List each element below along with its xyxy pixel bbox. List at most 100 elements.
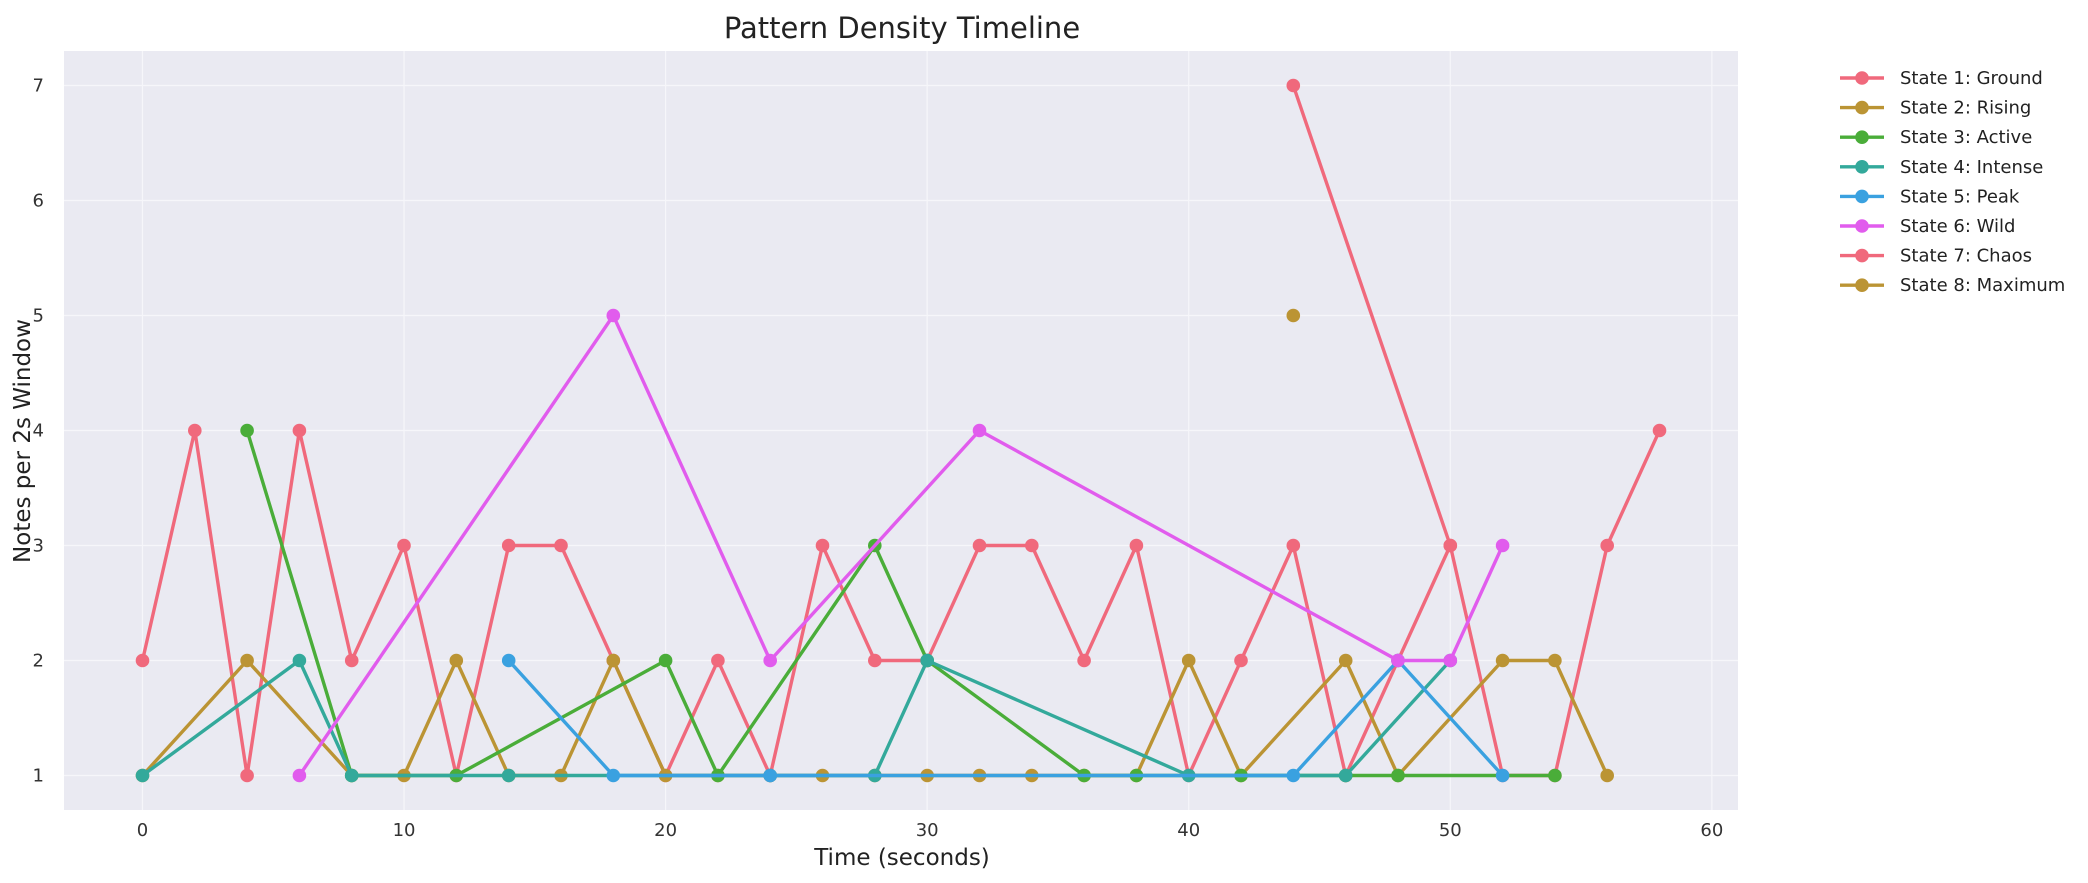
y-tick-label: 3 [33,536,44,557]
data-point [1495,768,1510,783]
data-point [1338,653,1353,668]
data-point [920,653,934,668]
data-point [501,653,516,668]
data-point [1077,653,1091,668]
series-line [1291,83,1452,548]
chart-title: Pattern Density Timeline [724,11,1080,45]
series-7 [1286,78,1458,553]
data-point [1129,538,1144,553]
y-tick-label: 5 [33,306,44,327]
data-point [554,538,568,553]
data-point [1338,768,1353,783]
legend-label: State 5: Peak [1900,186,2020,207]
data-point [449,653,464,668]
legend-swatch-marker [1855,248,1869,263]
legend-swatch-marker [1855,160,1869,174]
legend-swatch-marker [1855,219,1869,233]
data-point [606,308,621,323]
legend-label: State 1: Ground [1900,68,2043,89]
y-tick-label: 2 [33,651,44,672]
y-tick-label: 7 [33,76,44,97]
data-point [1548,653,1562,668]
data-point [1286,78,1301,93]
data-point [763,768,777,783]
data-point [1286,768,1301,783]
data-point [1600,768,1614,783]
data-point [292,768,307,783]
data-point [1181,653,1196,668]
x-tick-label: 50 [1439,820,1462,841]
data-point [1025,538,1039,553]
data-point [1391,768,1405,783]
y-tick-label: 4 [33,421,44,442]
legend-label: State 6: Wild [1900,216,2015,237]
legend-swatch-marker [1855,71,1869,85]
legend-label: State 7: Chaos [1900,246,2032,267]
legend-entry: State 3: Active [1840,127,2032,148]
data-point [501,768,516,783]
legend-label: State 2: Rising [1900,98,2031,119]
data-point [1391,653,1405,668]
data-point [1548,768,1562,783]
data-point [763,653,777,668]
data-point [344,768,359,783]
data-point [292,423,307,438]
legend-swatch-marker [1855,278,1869,293]
data-point [1286,308,1301,323]
x-tick-label: 20 [654,820,677,841]
data-point [397,538,411,553]
data-point [1495,538,1510,553]
x-tick-label: 30 [916,820,939,841]
data-point [240,423,254,438]
data-point [606,768,621,783]
data-point [240,653,254,668]
series-6 [292,308,1510,783]
data-point [135,768,150,783]
data-point [658,653,673,668]
legend-entry: State 7: Chaos [1840,246,2032,267]
legend-label: State 4: Intense [1900,157,2043,178]
data-point [815,538,830,553]
data-point [344,653,359,668]
data-point [972,423,987,438]
series-line [140,428,1662,778]
x-tick-label: 10 [393,820,416,841]
y-tick-label: 6 [33,191,44,212]
legend-label: State 3: Active [1900,127,2032,148]
legend-swatch-marker [1855,130,1869,144]
legend-entry: State 8: Maximum [1840,275,2065,296]
legend-label: State 8: Maximum [1900,275,2065,296]
data-point [1652,423,1667,438]
series-line [507,658,1505,778]
data-point [1443,538,1458,553]
legend-entry: State 2: Rising [1840,98,2031,119]
data-point [868,653,882,668]
x-tick-label: 40 [1177,820,1200,841]
legend-entry: State 1: Ground [1840,68,2043,89]
data-point [972,538,987,553]
data-point [1286,538,1301,553]
legend-swatch-marker [1855,189,1869,204]
series-group [135,78,1667,783]
data-point [1443,653,1458,668]
legend-entry: State 6: Wild [1840,216,2015,237]
legend-entry: State 4: Intense [1840,157,2043,178]
data-point [1234,653,1248,668]
data-point [1600,538,1614,553]
legend-swatch-marker [1855,100,1869,115]
x-tick-label: 60 [1700,820,1723,841]
data-point [188,423,202,438]
y-axis-label: Notes per 2s Window [10,319,36,563]
data-point [135,653,150,668]
legend: State 1: Ground State 2: Rising State 3: A… [1840,68,2065,296]
data-point [240,768,254,783]
y-axis-ticks: 1 2 3 4 5 6 7 [33,76,44,787]
series-8 [1286,308,1301,323]
data-point [711,653,725,668]
x-axis-label: Time (seconds) [813,845,990,871]
x-tick-label: 0 [137,820,148,841]
data-point [292,653,307,668]
data-point [1495,653,1510,668]
data-point [606,653,621,668]
